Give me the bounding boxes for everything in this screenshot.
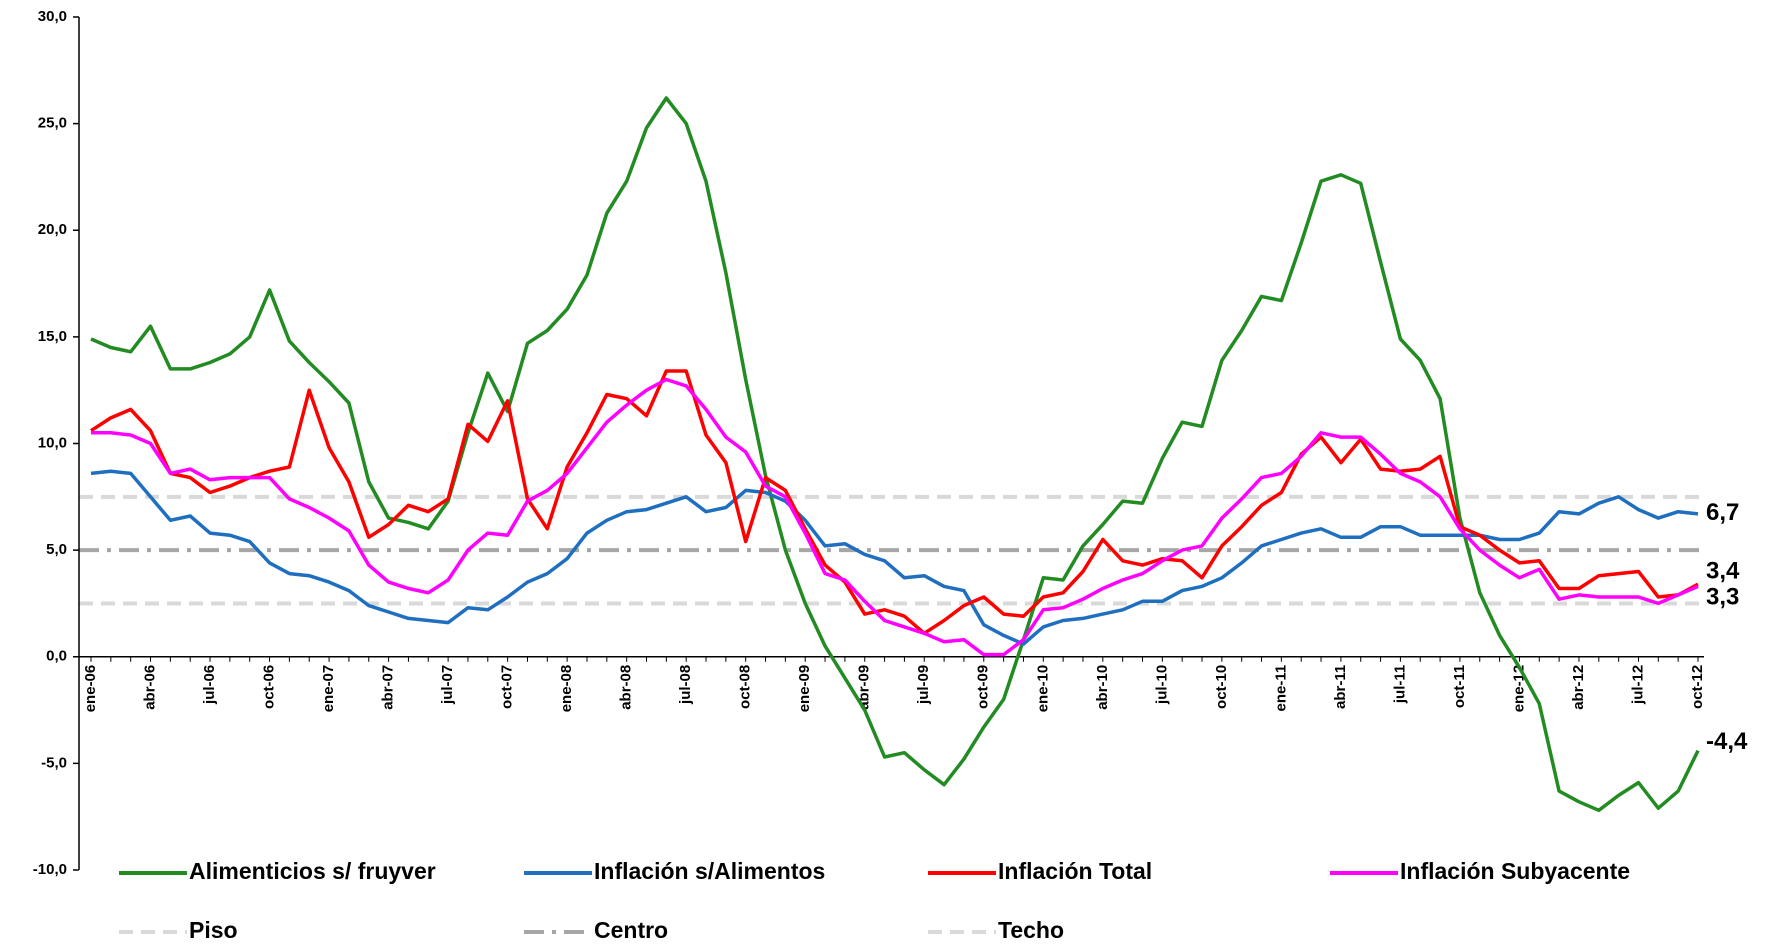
y-tick-label: -10,0 [33,861,67,878]
x-tick-label: oct-08 [737,665,754,709]
end-label: 3,4 [1706,558,1740,585]
x-tick-label: abr-12 [1570,665,1587,710]
x-tick-label: abr-07 [380,665,397,710]
legend-label: Alimenticios s/ fruyver [189,858,436,884]
end-label: 3,3 [1706,584,1739,611]
x-tick-label: abr-08 [618,665,635,710]
y-tick-label: -5,0 [41,754,67,771]
x-tick-label: ene-12 [1510,665,1527,713]
y-tick-label: 20,0 [38,221,67,238]
y-tick-label: 15,0 [38,328,67,345]
x-tick-label: abr-11 [1332,665,1349,709]
legend-label: Inflación Total [998,858,1152,884]
x-tick-label: ene-11 [1272,665,1289,712]
series-line [91,377,1699,657]
x-tick-label: jul-09 [915,665,932,705]
y-tick-label: 25,0 [38,115,67,132]
x-tick-label: abr-06 [141,665,158,710]
x-tick-label: jul-06 [201,665,218,705]
x-tick-label: jul-11 [1391,665,1408,704]
y-tick-label: 0,0 [46,648,67,665]
x-tick-label: jul-07 [439,665,456,705]
series-line [90,469,1699,646]
legend-label: Centro [594,917,668,943]
legend-label: Inflación s/Alimentos [594,858,825,884]
legend-label: Piso [189,917,238,943]
x-tick-label: oct-12 [1689,665,1706,709]
x-tick-label: ene-07 [320,665,337,713]
x-tick-label: jul-12 [1629,665,1646,705]
x-tick-label: abr-10 [1094,665,1111,710]
x-tick-label: ene-08 [558,665,575,713]
x-tick-label: ene-09 [796,665,813,713]
y-tick-label: 10,0 [38,434,67,451]
series-line [90,96,1700,813]
y-tick-label: 30,0 [38,8,67,25]
x-tick-label: oct-07 [499,665,516,709]
x-tick-label: jul-10 [1153,665,1170,705]
x-tick-label: oct-10 [1213,665,1230,709]
end-label: -4,4 [1706,728,1748,755]
x-tick-label: oct-06 [261,665,278,709]
x-tick-label: ene-06 [82,665,99,713]
x-tick-label: oct-09 [975,665,992,709]
x-tick-label: oct-11 [1451,665,1468,708]
x-tick-label: jul-08 [677,665,694,705]
x-tick-label: ene-10 [1034,665,1051,713]
series-line [90,369,1699,636]
x-tick-label: abr-09 [856,665,873,710]
legend-label: Inflación Subyacente [1400,858,1630,884]
end-label: 6,7 [1706,499,1739,526]
legend-label: Techo [998,917,1064,943]
y-tick-label: 5,0 [46,541,67,558]
